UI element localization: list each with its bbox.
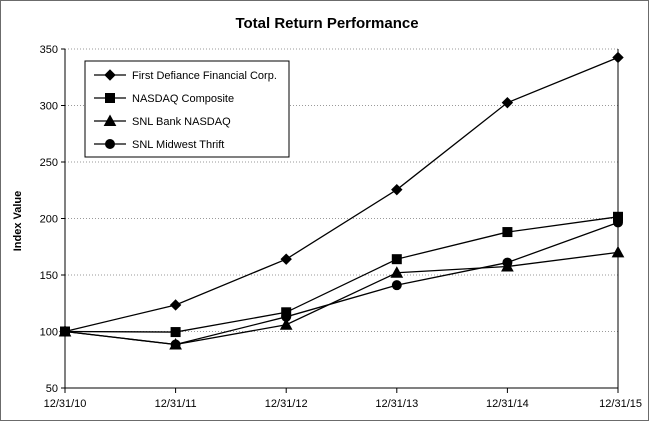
series-line	[64, 221, 619, 346]
data-point	[612, 51, 624, 64]
grid-lines	[65, 48, 618, 332]
tick-labels: 50 100 150 200 250 300 350 12/31/10 12/31/11 12/3…	[40, 44, 642, 410]
x-tick-label: 12/31/15	[599, 398, 642, 410]
data-point	[281, 311, 292, 322]
data-point	[279, 318, 293, 330]
series-line	[64, 251, 619, 346]
x-tick-label: 12/31/14	[486, 398, 529, 410]
chart-title: Total Return Performance	[235, 15, 418, 32]
y-tick-label: 50	[46, 383, 58, 395]
series-square	[60, 211, 623, 338]
data-point	[169, 299, 182, 311]
x-tick-label: 12/31/11	[155, 398, 197, 410]
legend-item: NASDAQ Composite	[94, 93, 234, 105]
legend-item: First Defiance Financial Corp.	[94, 69, 277, 82]
series-line	[64, 56, 619, 333]
y-tick-label: 350	[40, 44, 58, 56]
data-point	[391, 254, 402, 265]
legend-marker	[105, 139, 115, 149]
legend-marker	[104, 69, 116, 81]
y-tick-label: 300	[40, 101, 58, 113]
series-circle	[60, 217, 623, 350]
series-triangle	[58, 245, 625, 350]
data-point	[60, 326, 70, 337]
data-point	[502, 257, 513, 268]
y-tick-label: 100	[40, 327, 58, 339]
series-line	[64, 216, 619, 333]
data-point	[280, 253, 292, 265]
legend-marker	[103, 114, 117, 126]
legend-item: SNL Bank NASDAQ	[94, 114, 231, 128]
legend-label: First Defiance Financial Corp.	[132, 70, 277, 82]
data-point	[391, 280, 402, 291]
legend-label: NASDAQ Composite	[132, 93, 234, 105]
legend: First Defiance Financial Corp. NASDAQ Com…	[84, 60, 290, 158]
x-tick-label: 12/31/13	[375, 398, 418, 410]
data-point	[502, 227, 513, 238]
legend-marker	[105, 93, 115, 103]
legend-item: SNL Midwest Thrift	[94, 139, 224, 151]
legend-label: SNL Bank NASDAQ	[132, 116, 231, 128]
data-point	[611, 245, 625, 258]
legend-label: SNL Midwest Thrift	[132, 139, 224, 151]
x-tick-label: 12/31/12	[265, 398, 308, 410]
y-axis-label: Index Value	[12, 191, 24, 252]
data-point	[613, 217, 623, 228]
data-point	[391, 183, 403, 196]
y-tick-label: 150	[40, 270, 58, 282]
x-tick-label: 12/31/10	[44, 398, 87, 410]
y-tick-label: 250	[40, 157, 58, 169]
data-point	[390, 266, 404, 278]
data-point	[170, 327, 181, 338]
legend-box	[84, 60, 290, 158]
series-lines	[58, 51, 625, 350]
data-point	[170, 339, 181, 350]
y-tick-label: 200	[40, 214, 58, 226]
data-point	[501, 96, 514, 109]
